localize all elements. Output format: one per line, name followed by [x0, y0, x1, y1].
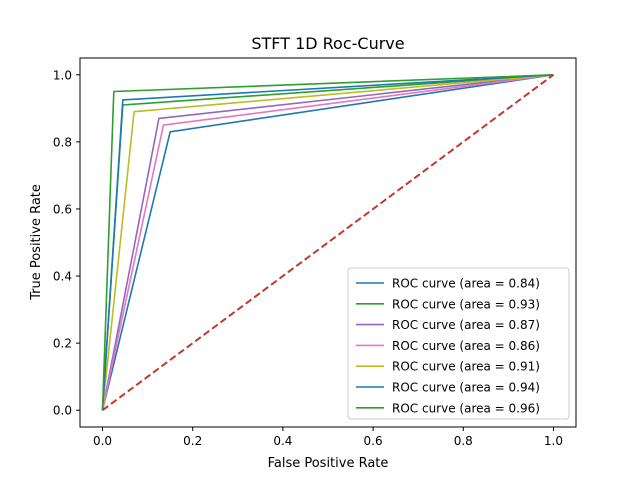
roc-series-line-1: [101, 74, 554, 411]
y-tick-label: 0.0: [53, 404, 72, 418]
legend-label-5: ROC curve (area = 0.91): [392, 360, 540, 374]
x-tick-label: 0.2: [183, 434, 202, 448]
curves-layer: [101, 73, 555, 412]
legend-box: [347, 267, 570, 420]
legend-label-1: ROC curve (area = 0.84): [392, 277, 540, 291]
legend-label-4: ROC curve (area = 0.86): [392, 339, 540, 353]
y-tick-label: 0.6: [53, 202, 72, 216]
y-tick-label: 0.2: [53, 337, 72, 351]
roc-series-line-5: [101, 74, 554, 411]
ticks-layer: 0.0 0.2 0.4 0.6 0.8 1.0 0.0 0.2 0.4 0.6 0.8 1.0: [53, 68, 563, 448]
chart-title: STFT 1D Roc-Curve: [251, 34, 404, 53]
y-tick-label: 1.0: [53, 68, 72, 82]
roc-series-line-7: [101, 74, 554, 411]
x-tick-label: 1.0: [544, 434, 563, 448]
legend-label-2: ROC curve (area = 0.93): [392, 297, 540, 311]
x-tick-label: 0.0: [93, 434, 112, 448]
chance-diagonal-line: [101, 73, 555, 412]
y-tick-label: 0.8: [53, 135, 72, 149]
legend-label-3: ROC curve (area = 0.87): [392, 318, 540, 332]
y-axis-label: True Positive Rate: [29, 184, 44, 301]
y-tick-label: 0.4: [53, 270, 72, 284]
legend: ROC curve (area = 0.84) ROC curve (area =…: [347, 267, 570, 420]
x-tick-label: 0.6: [364, 434, 383, 448]
roc-series-line-4: [101, 74, 554, 411]
roc-series-line-3: [101, 74, 554, 411]
legend-label-7: ROC curve (area = 0.96): [392, 401, 540, 415]
x-tick-label: 0.4: [273, 434, 292, 448]
x-axis-label: False Positive Rate: [268, 456, 389, 471]
x-tick-label: 0.8: [454, 434, 473, 448]
legend-items: ROC curve (area = 0.84) ROC curve (area =…: [356, 277, 540, 415]
axes-frame: [79, 57, 577, 428]
roc-series-line-6: [101, 74, 554, 411]
legend-label-6: ROC curve (area = 0.94): [392, 381, 540, 395]
